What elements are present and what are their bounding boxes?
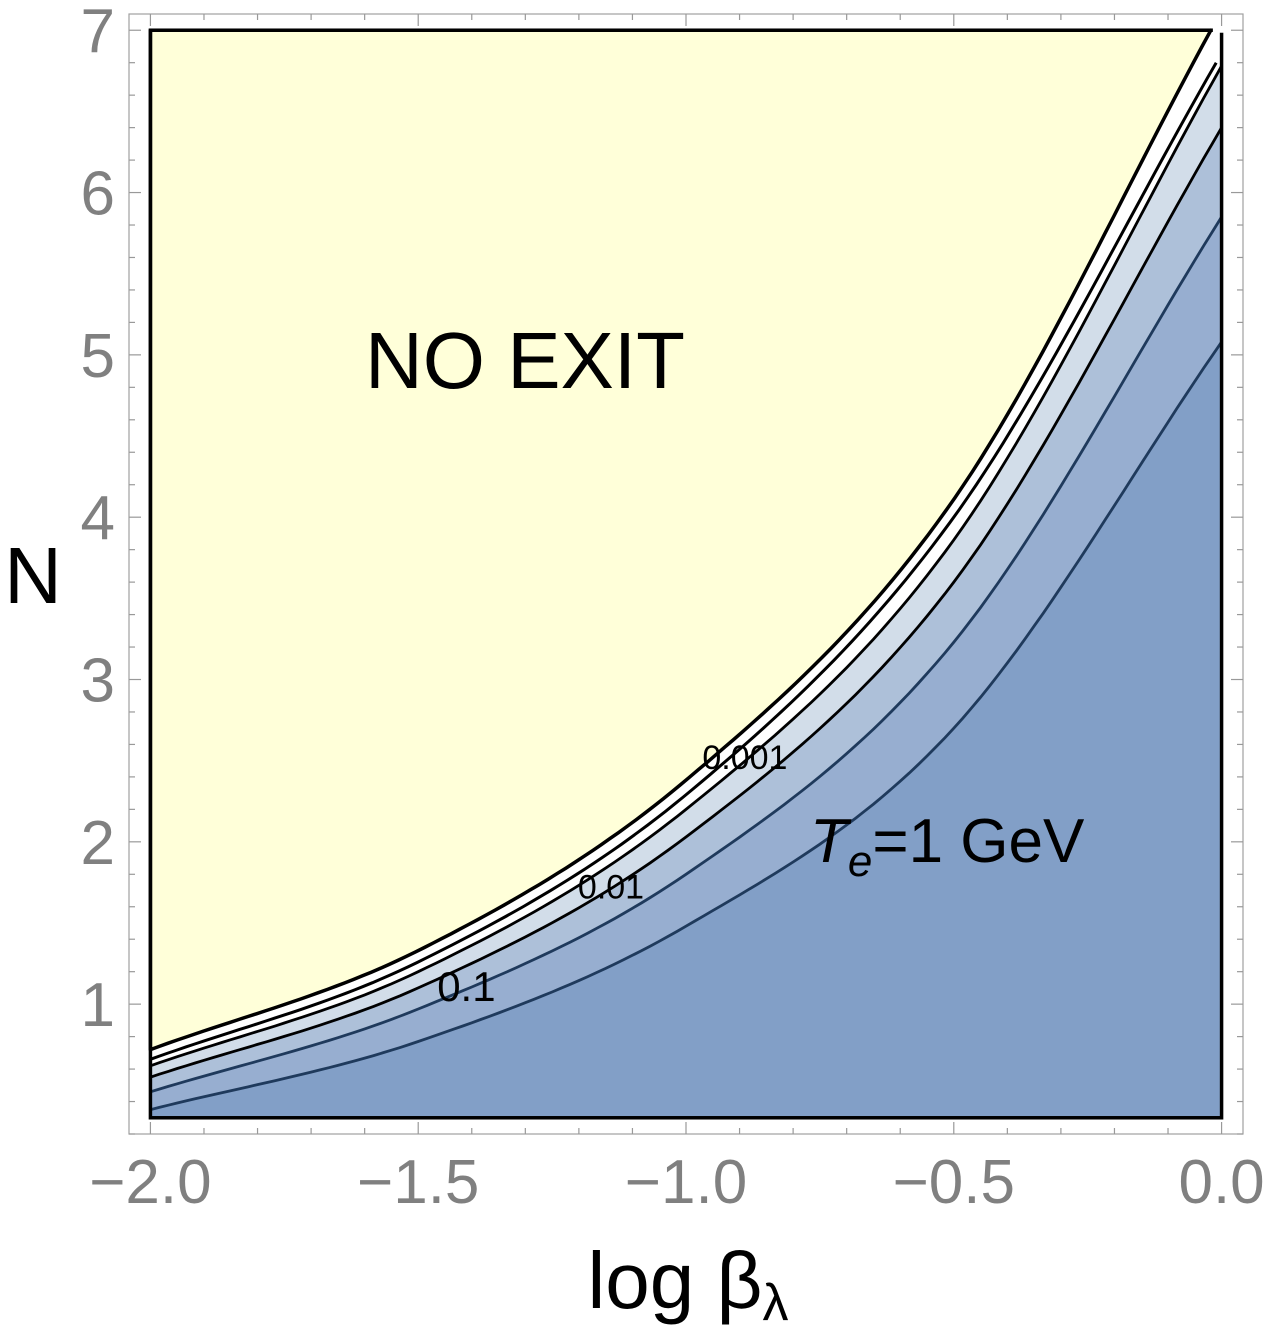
labels: N log βλ NO EXIT Te=1 GeV <box>4 316 1085 1332</box>
x-axis-title-main: log β <box>588 1236 763 1325</box>
x-tick-label: −1.0 <box>625 1148 747 1217</box>
region-no-exit <box>150 30 1211 1050</box>
temperature-rest: =1 GeV <box>872 807 1085 876</box>
y-tick-label: 1 <box>81 971 115 1040</box>
y-axis-title: N <box>4 531 62 620</box>
temperature-var: T <box>810 807 852 876</box>
plot-area: 0.001 0.01 0.1 <box>148 27 1225 1120</box>
region-label-no-exit: NO EXIT <box>365 316 685 405</box>
y-tick-label: 7 <box>81 0 115 66</box>
y-tick-label: 2 <box>81 809 115 878</box>
contour-label-0.1: 0.1 <box>437 963 495 1010</box>
contour-line-0.001 <box>149 65 1223 1068</box>
y-tick-label: 3 <box>81 647 115 716</box>
y-tick-label: 6 <box>81 160 115 229</box>
contour-line-lowest <box>150 341 1223 1112</box>
x-tick-label: −1.5 <box>357 1148 479 1217</box>
contour-line-0.01 <box>149 126 1223 1079</box>
no-exit-boundary-line <box>148 28 1213 1052</box>
contour-label-0.001: 0.001 <box>702 739 787 777</box>
y-tick-label: 5 <box>81 322 115 391</box>
x-tick-label: −0.5 <box>893 1148 1015 1217</box>
x-tick-label: −2.0 <box>89 1148 211 1217</box>
region-label-temperature: Te=1 GeV <box>810 807 1085 886</box>
white-band-edge-line <box>149 61 1218 1061</box>
x-tick-label: 0.0 <box>1178 1148 1264 1217</box>
y-tick-label: 4 <box>81 484 115 553</box>
x-axis-title-sub: λ <box>763 1274 789 1332</box>
contour-label-0.01: 0.01 <box>578 869 644 907</box>
x-axis-title: log βλ <box>588 1236 789 1332</box>
data-frame-border <box>148 28 1224 1120</box>
temperature-sub: e <box>848 837 872 886</box>
contour-line-0.1 <box>149 216 1223 1094</box>
